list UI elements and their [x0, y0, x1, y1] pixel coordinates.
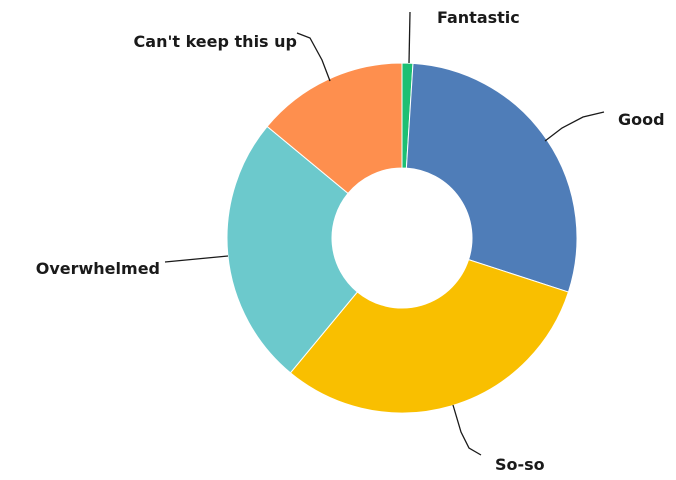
labels-group: Fantastic Good So-so Overwhelmed Can't keep …: [36, 8, 665, 474]
label-good: Good: [618, 110, 665, 129]
leader-line-fantastic: [408, 11, 411, 64]
leader-lines-group: [164, 11, 605, 456]
slice-overwhelmed: [226, 125, 359, 374]
label-so-so: So-so: [495, 455, 545, 474]
leader-line-overwhelmed: [164, 255, 229, 263]
leader-line-good: [544, 111, 605, 142]
label-can-t-keep-this-up: Can't keep this up: [134, 32, 297, 51]
slice-so-so: [289, 259, 570, 414]
slice-can-t-keep-this-up: [266, 62, 403, 195]
slices-group: [226, 62, 578, 414]
slice-good: [405, 62, 578, 293]
label-overwhelmed: Overwhelmed: [36, 259, 160, 278]
leader-line-can-t-keep-this-up: [296, 32, 331, 82]
label-fantastic: Fantastic: [437, 8, 520, 27]
leader-line-so-so: [452, 404, 482, 456]
